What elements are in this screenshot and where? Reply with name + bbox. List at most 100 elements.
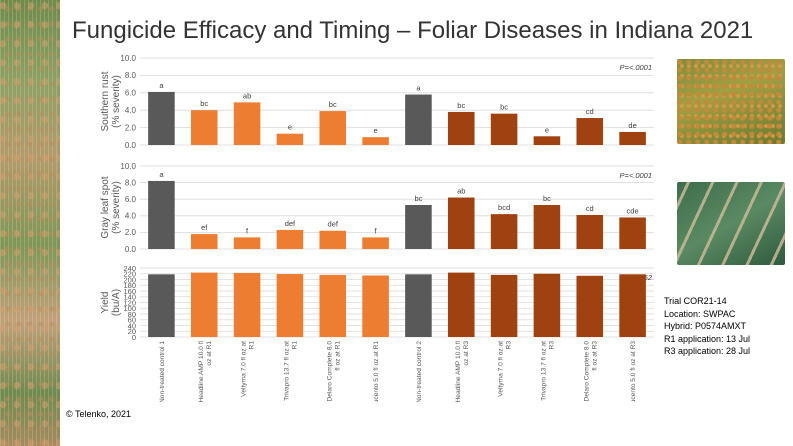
- y-tick-label: 140: [123, 293, 136, 302]
- bar: [576, 275, 604, 337]
- bar: [190, 272, 218, 337]
- y-tick-label: 0.0: [125, 245, 137, 254]
- significance-letter: de: [628, 121, 636, 130]
- slide-title: Fungicide Efficacy and Timing – Foliar D…: [72, 17, 754, 44]
- y-tick-label: 2.0: [125, 228, 137, 237]
- x-tick-label-line: R3: [548, 341, 555, 350]
- bar: [276, 274, 304, 337]
- bar: [619, 217, 646, 249]
- y-tick-label: 240: [123, 264, 136, 273]
- trial-info-line: R3 application: 28 Jul: [664, 346, 751, 356]
- fungicide-bar-charts: 0.0 2.0 4.0 6.0 8.0 10.0 Southern rust(% sever…: [100, 54, 654, 402]
- y-tick-label: 200: [123, 275, 136, 284]
- y-tick-label: 100: [123, 304, 136, 313]
- y-axis-label-line: (% severity): [111, 181, 122, 234]
- significance-letter: cd: [586, 107, 594, 116]
- x-tick-label-line: Lucento 5.0 fl oz at R1: [373, 341, 380, 402]
- y-axis-label-line: Gray leaf spot: [100, 176, 111, 238]
- y-tick-label: 8.0: [125, 178, 137, 187]
- x-tick-label-line: R1: [291, 341, 298, 350]
- bar: [405, 205, 432, 249]
- x-tick-label-line: Headline AMP 10.0 fl: [455, 340, 462, 402]
- bar: [190, 234, 218, 249]
- x-tick-label-line: Veltyma 7.0 fl oz at: [498, 341, 505, 397]
- bar: [148, 180, 175, 249]
- y-tick-label: 120: [123, 298, 136, 307]
- bar: [362, 237, 389, 249]
- bar: [619, 131, 646, 145]
- significance-letter: def: [328, 220, 339, 229]
- y-tick-label: 2.0: [125, 123, 137, 132]
- y-axis-label-line: (% severity): [111, 75, 122, 128]
- y-tick-label: 10.0: [120, 162, 136, 171]
- y-tick-label: 20: [128, 327, 136, 336]
- y-tick-label: 10.0: [120, 54, 136, 63]
- significance-letter: bc: [200, 99, 208, 108]
- bar: [276, 133, 304, 145]
- y-tick-label: 220: [123, 270, 136, 279]
- bar: [148, 91, 175, 145]
- bar: [490, 274, 518, 337]
- x-tick-label-line: Non-treated control 2: [416, 341, 423, 402]
- x-tick-label-line: Headline AMP 10.0 fl: [198, 340, 205, 402]
- significance-letter: ef: [201, 223, 208, 232]
- trial-info-line: Trial COR21-14: [664, 296, 727, 306]
- bar: [576, 214, 604, 249]
- x-tick-label: Trivapro 13.7 fl oz atR1: [283, 341, 298, 401]
- y-axis-label: Gray leaf spot(% severity): [100, 176, 122, 238]
- y-tick-label: 0.0: [125, 141, 137, 150]
- x-tick-label: Lucento 5.0 fl oz at R1: [373, 341, 380, 402]
- y-tick-label: 4.0: [125, 212, 137, 221]
- x-tick-label: Trivapro 13.7 fl oz atR3: [540, 341, 555, 401]
- x-tick-label: Veltyma 7.0 fl oz atR1: [241, 341, 256, 397]
- bar: [362, 275, 389, 337]
- y-tick-label: 6.0: [125, 195, 137, 204]
- significance-letter: e: [373, 126, 377, 135]
- bar: [619, 274, 646, 337]
- bar: [405, 94, 432, 145]
- significance-letter: bc: [329, 100, 337, 109]
- bar: [447, 197, 475, 249]
- bar: [319, 111, 347, 145]
- x-tick-label-line: Non-treated control 1: [159, 341, 166, 402]
- x-tick-label: Lucento 5.0 fl oz at R3: [630, 341, 637, 402]
- y-axis-label: Yield(bu/A): [100, 289, 122, 316]
- bar: [148, 274, 175, 337]
- y-tick-label: 8.0: [125, 71, 137, 80]
- significance-letter: def: [285, 219, 296, 228]
- significance-letter: e: [545, 125, 549, 134]
- y-tick-label: 80: [128, 310, 136, 319]
- significance-letter: bcd: [498, 203, 510, 212]
- significance-letter: a: [416, 84, 421, 93]
- significance-letter: ab: [243, 91, 251, 100]
- y-tick-label: 60: [128, 316, 136, 325]
- significance-letter: bc: [457, 101, 465, 110]
- significance-letter: bc: [500, 103, 508, 112]
- trial-info-line: Hybrid: P0574AMXT: [664, 321, 747, 331]
- x-tick-label-line: oz at R3: [463, 341, 470, 366]
- bar: [490, 214, 518, 249]
- x-tick-label: Delaro Complete 8.0fl oz at R3: [583, 341, 598, 402]
- significance-letter: cde: [627, 206, 639, 215]
- bar: [233, 272, 261, 337]
- significance-letter: cd: [586, 204, 594, 213]
- significance-letter: f: [246, 226, 249, 235]
- x-tick-label-line: oz at R1: [206, 341, 213, 366]
- x-tick-label-line: fl oz at R3: [591, 341, 598, 371]
- y-tick-label: 4.0: [125, 106, 137, 115]
- x-tick-label-line: Delaro Complete 8.0: [583, 341, 590, 402]
- bar: [533, 273, 561, 337]
- x-tick-label-line: Lucento 5.0 fl oz at R3: [630, 341, 637, 402]
- x-tick-label-line: Trivapro 13.7 fl oz at: [283, 341, 290, 401]
- y-axis-label: Southern rust(% severity): [100, 71, 122, 131]
- leaf-background-strip: [0, 0, 60, 446]
- y-tick-label: 40: [128, 321, 136, 330]
- significance-letter: bc: [543, 194, 551, 203]
- significance-letter: f: [375, 226, 378, 235]
- bar: [362, 137, 389, 145]
- x-tick-label-line: Trivapro 13.7 fl oz at: [540, 341, 547, 401]
- bar: [533, 205, 561, 249]
- y-axis-label-line: Yield: [100, 292, 111, 314]
- y-tick-label: 0: [132, 333, 136, 342]
- bar: [276, 229, 304, 249]
